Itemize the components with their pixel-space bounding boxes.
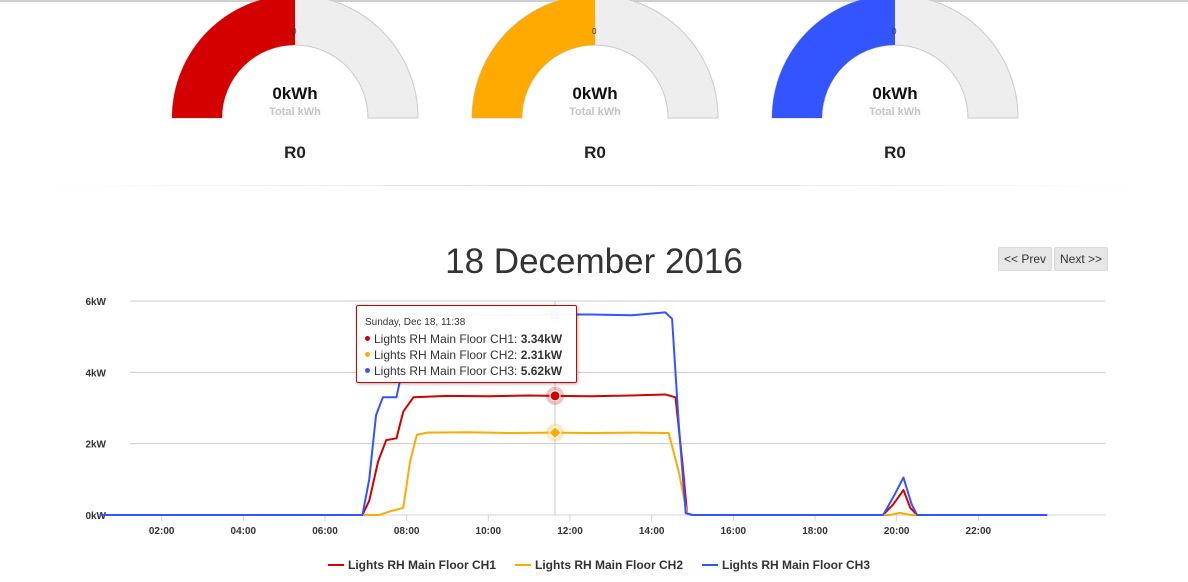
x-tick-label: 08:00	[394, 526, 420, 537]
y-tick-label: 0kW	[85, 511, 106, 522]
x-tick-label: 18:00	[802, 526, 828, 537]
chart-tooltip: Sunday, Dec 18, 11:38 Lights RH Main Flo…	[356, 305, 577, 383]
tooltip-dot-ch3	[365, 368, 370, 374]
legend-label: Lights RH Main Floor CH3	[722, 558, 870, 572]
tooltip-label: Lights RH Main Floor CH2:	[374, 348, 518, 362]
tooltip-row-ch2: Lights RH Main Floor CH2: 2.31kW	[365, 348, 562, 362]
tooltip-header: Sunday, Dec 18, 11:38	[365, 317, 466, 328]
tooltip-value: 2.31kW	[520, 348, 563, 362]
gauge-ch2-arc	[471, 0, 719, 119]
gauge-ch3-arc	[771, 0, 1019, 119]
x-tick-label: 20:00	[884, 526, 910, 537]
gauge-value: 0kWh	[572, 84, 618, 103]
x-tick-label: 22:00	[966, 526, 992, 537]
x-tick-label: 14:00	[639, 526, 665, 537]
gauge-ch3: 0 0kWh Total kWh R0	[770, 0, 1020, 170]
tooltip-label: Lights RH Main Floor CH1:	[374, 332, 518, 346]
tooltip-row-ch1: Lights RH Main Floor CH1: 3.34kW	[365, 332, 562, 346]
x-tick-label: 12:00	[557, 526, 583, 537]
tooltip-label: Lights RH Main Floor CH3:	[374, 364, 518, 378]
tooltip-dot-ch2	[365, 352, 370, 358]
gauge-value: 0kWh	[872, 84, 918, 103]
gauge-fill	[472, 0, 595, 118]
legend-swatch-ch3	[702, 563, 718, 566]
power-line-chart[interactable]: 0kW 2kW 4kW 6kW 02:00 04:00 06:00 08:00 10:00 12:…	[0, 280, 1188, 550]
y-tick-label: 4kW	[85, 368, 106, 379]
x-tick-label: 06:00	[312, 526, 338, 537]
tooltip-dot-ch1	[365, 336, 370, 342]
x-tick-label: 10:00	[476, 526, 502, 537]
hover-marker-ch2	[548, 425, 562, 440]
gauge-sub-label: Total kWh	[869, 106, 921, 118]
y-tick-label: 6kW	[85, 297, 106, 308]
hover-marker-ch1	[549, 390, 561, 402]
legend-label: Lights RH Main Floor CH1	[348, 558, 496, 572]
gauge-zero-label: 0	[592, 27, 597, 36]
tooltip-value: 3.34kW	[520, 332, 563, 346]
gauge-name-label: R0	[884, 143, 906, 162]
gauge-zero-label: 0	[292, 27, 297, 36]
legend-item-ch1[interactable]: Lights RH Main Floor CH1	[328, 558, 496, 572]
legend-item-ch3[interactable]: Lights RH Main Floor CH3	[702, 558, 870, 572]
legend-swatch-ch1	[328, 563, 344, 566]
gauge-ch1: 0 0kWh Total kWh R0	[170, 0, 420, 170]
series-line-ch1[interactable]	[99, 393, 1048, 516]
section-divider	[20, 185, 1160, 186]
y-tick-label: 2kW	[85, 440, 106, 451]
prev-button[interactable]: << Prev	[998, 247, 1052, 271]
gauge-fill	[172, 0, 295, 118]
gauge-sub-label: Total kWh	[269, 106, 321, 118]
gauge-sub-label: Total kWh	[569, 106, 621, 118]
gauge-value: 0kWh	[272, 84, 318, 103]
tooltip-value: 5.62kW	[520, 364, 563, 378]
gauge-ch2: 0 0kWh Total kWh R0	[470, 0, 720, 170]
gauge-name-label: R0	[284, 143, 306, 162]
series-line-ch2[interactable]	[99, 431, 1048, 516]
x-tick-label: 04:00	[231, 526, 257, 537]
legend-label: Lights RH Main Floor CH2	[535, 558, 683, 572]
series-line-ch3[interactable]	[99, 311, 1048, 516]
gauge-name-label: R0	[584, 143, 606, 162]
legend-item-ch2[interactable]: Lights RH Main Floor CH2	[515, 558, 683, 572]
tooltip-row-ch3: Lights RH Main Floor CH3: 5.62kW	[365, 364, 562, 378]
gauge-ch1-arc	[171, 0, 419, 119]
gauge-fill	[772, 0, 895, 118]
x-tick-label: 02:00	[149, 526, 175, 537]
x-tick-label: 16:00	[721, 526, 747, 537]
next-button[interactable]: Next >>	[1054, 247, 1108, 271]
gauge-zero-label: 0	[892, 27, 897, 36]
legend-swatch-ch2	[515, 563, 531, 566]
chart-title: 18 December 2016	[445, 242, 743, 281]
